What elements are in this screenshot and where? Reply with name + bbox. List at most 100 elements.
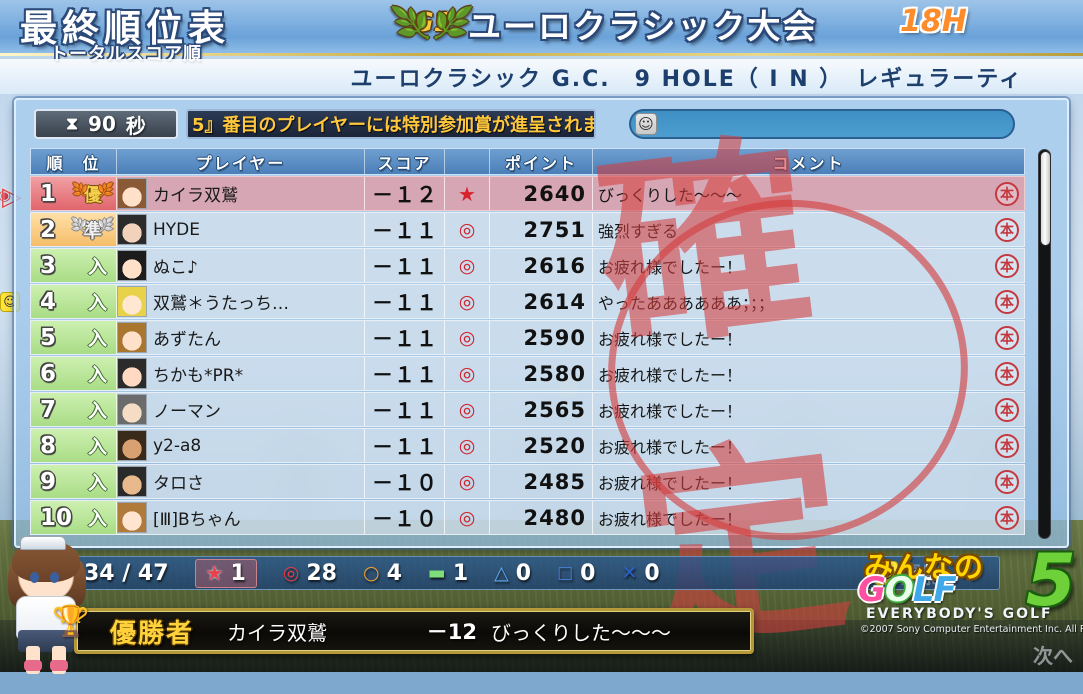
rank-number: 1 [40,180,57,207]
square-count: 0 [580,560,596,586]
avatar [117,286,147,317]
rank-badge-icon: 入 [87,472,107,494]
japan-flag-icon: 本 [995,253,1019,278]
course-info: ユーロクラシック G.C. 9 HOLE（ I N ） レギュラーティ [350,66,1023,92]
logo-tagline: EVERYBODY'S GOLF [866,606,1053,622]
cell-comment: お疲れ様でしたー！ 本 [593,465,1024,498]
cell-comment: びっくりした〜〜〜 本 [593,177,1024,210]
rank-badge-icon: 入 [87,256,107,278]
table-row[interactable]: 5 入あずたん －１１ ◎ 2590 お疲れ様でしたー！本 [30,320,1025,355]
logo-letter-o: O [884,570,914,610]
player-name: ぬこ♪ [153,258,198,278]
table-row[interactable]: 9 入タロさ －１０ ◎ 2485 お疲れ様でしたー！本 [30,464,1025,499]
next-hint[interactable]: 次へ [1033,644,1073,668]
smiley-icon[interactable]: ☺ [635,113,657,135]
cell-player: カイラ双鷲 [117,177,365,210]
player-name: ノーマン [153,402,221,422]
watermark-text: 撮影 [900,564,945,589]
cell-player: タロさ [117,465,365,498]
cell-comment: お疲れ様でしたー！ 本 [593,321,1024,354]
table-row[interactable]: 4 入双鷲＊うたっち… －１１ ◎ 2614 やったああああああ；；；本 [30,284,1025,319]
comment-text: お疲れ様でしたー！ [598,257,743,277]
avatar [117,466,147,497]
chat-input[interactable]: ☺ [629,109,1015,139]
triangle-count: 0 [515,560,532,586]
cell-comment: お疲れ様でしたー！ 本 [593,357,1024,390]
rank-badge-icon: 入 [87,328,107,350]
cell-player: HYDE [117,213,365,246]
circle-icon: ○ [363,562,380,584]
cell-points: 2640 [490,177,593,210]
table-row[interactable]: 6 入ちかも*PR* －１１ ◎ 2580 お疲れ様でしたー！本 [30,356,1025,391]
player-name: あずたん [153,330,221,350]
comment-text: お疲れ様でしたー！ [598,509,743,529]
japan-flag-icon: 本 [995,433,1019,458]
avatar [117,250,147,281]
winner-comment: びっくりした〜〜〜 [491,620,671,645]
logo-minna-text: みんなの [864,550,985,584]
event-name: ユーロクラシック大会 [468,7,818,46]
cell-score: －１１ [365,285,445,318]
column-header-comment: コメント [772,153,845,173]
marker-icon: ◉ [0,186,12,204]
cell-score: －１１ [365,429,445,462]
smiley-count: ×1 [905,560,939,586]
rank-number: 2 [40,216,57,243]
player-name: カイラ双鷲 [153,186,238,206]
cell-comment: お疲れ様でしたー！ 本 [593,393,1024,426]
timer-display: ⧗ 90 秒 [34,109,178,139]
announcement-ticker: 5』番目のプレイヤーには特別参加賞が進呈されま [186,109,596,139]
table-row[interactable]: 8 入 y2-a8 －１１ ◎ 2520 お疲れ様でしたー！本 [30,428,1025,463]
cell-points: 2565 [490,393,593,426]
rank-number: 7 [40,396,57,423]
table-row[interactable]: 10 入 [Ⅲ]Bちゃん －１０ ◎ 2480 お疲れ様でしたー！ 本 [30,500,1025,535]
player-name: HYDE [153,219,200,240]
table-row[interactable]: 7 入ノーマン －１１ ◎ 2565 お疲れ様でしたー！本 [30,392,1025,427]
cell-player: [Ⅲ]Bちゃん [117,501,365,534]
table-scrollbar[interactable] [1038,149,1051,539]
japan-flag-icon: 本 [995,217,1019,242]
logo-number-five: 5 [1025,538,1076,622]
cell-score: －１２ [365,177,445,210]
ticker-text: 5』番目のプレイヤーには特別参加賞が進呈されま [192,115,596,136]
player-name: タロさ [153,474,204,494]
copyright-text: ©2007 Sony Computer Entertainment Inc. A… [860,624,1083,635]
scrollbar-thumb[interactable] [1040,151,1051,246]
cell-points: 2480 [490,501,593,534]
triangle-icon: △ [494,562,509,584]
cell-rank: 10 入 [31,501,117,534]
table-row[interactable]: 3 入ぬこ♪ －１１ ◎ 2616 お疲れ様でしたー！本 [30,248,1025,283]
avatar [117,394,147,425]
logo-letter-g: G [858,570,886,610]
comment-text: お疲れ様でしたー！ [598,329,743,349]
status-square: □ 0 [557,561,595,586]
rank-badge-icon: 入 [87,508,107,530]
status-smiley: ☺ ×1 [874,561,939,586]
laurel-icon: 🌿 [430,5,468,41]
cross-icon: ✕ [621,562,638,584]
rank-badge-icon: 準 [74,216,111,243]
status-dash: ▬ 1 [428,561,468,586]
course-info-band: ユーロクラシック G.C. 9 HOLE（ I N ） レギュラーティ [0,59,1083,94]
comment-text: 強烈すぎる [598,221,679,241]
game-logo: みんなの GOLF 5 EVERYBODY'S GOLF ©2007 Sony … [858,538,1083,635]
cell-points: 2616 [490,249,593,282]
screen-root: 最終順位表 🌿 G1 🌿 ユーロクラシック大会 18H トータルスコア順 ユーロ… [0,0,1083,672]
cell-points: 2614 [490,285,593,318]
rank-number: 5 [40,324,57,351]
cell-player: 双鷲＊うたっち… [117,285,365,318]
laurel-icon: 🌿 [396,5,434,41]
cell-player: ぬこ♪ [117,249,365,282]
dash-count: 1 [452,560,469,586]
column-header-rank: 順 位 [31,149,117,174]
avatar [117,322,147,353]
chat-text-field[interactable] [657,115,1013,133]
cell-score: －１１ [365,321,445,354]
rank-badge-icon: 入 [87,292,107,314]
